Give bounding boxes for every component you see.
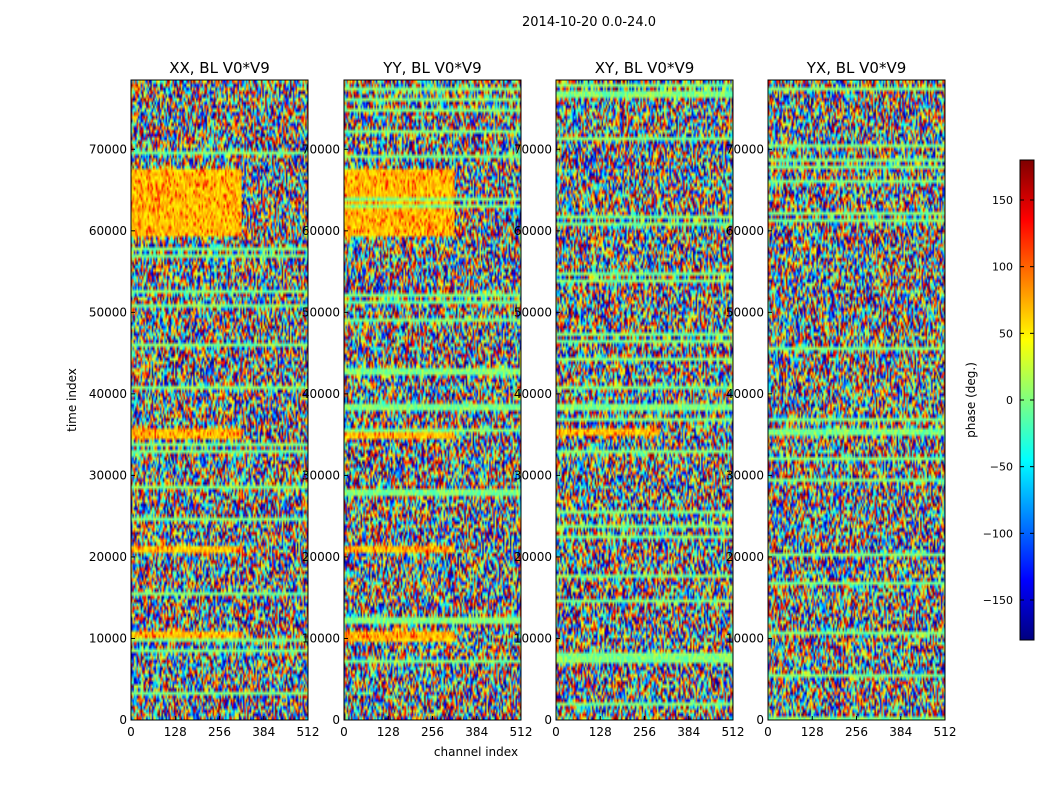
colorbar-label: phase (deg.) [964, 362, 978, 438]
colorbar: −150 −100 −50 0 50 100 150 phase (deg.) [964, 159, 1035, 641]
x-tick-label: 384 [889, 725, 912, 739]
x-tick-label: 512 [722, 725, 745, 739]
y-tick-label: 40000 [726, 387, 764, 401]
y-tick-label: 50000 [89, 305, 127, 319]
y-tick-label: 50000 [514, 305, 552, 319]
y-tick-label: 70000 [89, 142, 127, 156]
panel-3: XY, BL V0*V9 0 128 256 384 512 0 10000 20000 3000… [514, 59, 745, 739]
y-tick-label: 0 [119, 713, 127, 727]
x-axis-label: channel index [434, 745, 518, 759]
panel-2: YY, BL V0*V9 0 128 256 384 512 0 10000 20000 3000… [302, 59, 533, 739]
colorbar-ticks: −150 −100 −50 0 50 100 150 [983, 194, 1034, 607]
x-tick-label: 512 [297, 725, 320, 739]
y-tick-label: 10000 [89, 631, 127, 645]
panels: XX, BL V0*V9 0 128 256 384 512 0 10000 20000 3000… [89, 59, 957, 739]
colorbar-tick-label: 0 [1006, 394, 1013, 407]
phase-image [556, 80, 733, 720]
y-tick-label: 70000 [514, 142, 552, 156]
y-tick-label: 50000 [302, 305, 340, 319]
y-tick-label: 60000 [726, 224, 764, 238]
x-tick-label: 128 [801, 725, 824, 739]
y-tick-label: 30000 [514, 468, 552, 482]
figure-title: 2014-10-20 0.0-24.0 [522, 15, 656, 30]
y-tick-label: 60000 [89, 224, 127, 238]
panel-4: YX, BL V0*V9 0 128 256 384 512 0 10000 20000 3000… [726, 59, 957, 739]
panel-title: YX, BL V0*V9 [806, 59, 907, 77]
y-tick-label: 40000 [89, 387, 127, 401]
phase-image [131, 80, 308, 720]
panel-title: XX, BL V0*V9 [169, 59, 270, 77]
y-tick-label: 20000 [726, 550, 764, 564]
y-tick-label: 50000 [726, 305, 764, 319]
y-tick-label: 40000 [302, 387, 340, 401]
y-tick-label: 70000 [726, 142, 764, 156]
y-tick-label: 0 [332, 713, 340, 727]
x-tick-label: 512 [510, 725, 533, 739]
colorbar-tick-label: 100 [992, 261, 1013, 274]
y-tick-label: 10000 [726, 631, 764, 645]
colorbar-tick-label: 50 [999, 327, 1013, 340]
y-tick-label: 0 [544, 713, 552, 727]
y-tick-label: 10000 [302, 631, 340, 645]
colorbar-tick-label: −50 [990, 461, 1013, 474]
x-tick-label: 0 [127, 725, 135, 739]
colorbar-tick-label: −100 [983, 527, 1013, 540]
y-tick-label: 10000 [514, 631, 552, 645]
panel-title: YY, BL V0*V9 [382, 59, 481, 77]
x-tick-label: 384 [677, 725, 700, 739]
x-tick-label: 128 [377, 725, 400, 739]
panel-1: XX, BL V0*V9 0 128 256 384 512 0 10000 20000 3000… [89, 59, 320, 739]
x-tick-label: 128 [164, 725, 187, 739]
y-tick-label: 20000 [89, 550, 127, 564]
y-tick-label: 20000 [514, 550, 552, 564]
x-tick-label: 384 [465, 725, 488, 739]
x-tick-label: 512 [934, 725, 957, 739]
x-tick-label: 384 [252, 725, 275, 739]
y-tick-label: 60000 [302, 224, 340, 238]
x-tick-label: 256 [633, 725, 656, 739]
y-tick-label: 30000 [726, 468, 764, 482]
y-tick-label: 70000 [302, 142, 340, 156]
x-tick-label: 128 [589, 725, 612, 739]
panel-title: XY, BL V0*V9 [595, 59, 695, 77]
y-tick-label: 0 [756, 713, 764, 727]
phase-image [768, 80, 945, 720]
x-tick-label: 256 [208, 725, 231, 739]
y-tick-label: 30000 [302, 468, 340, 482]
y-tick-label: 60000 [514, 224, 552, 238]
y-axis-label: time index [65, 368, 79, 432]
x-tick-label: 256 [421, 725, 444, 739]
y-tick-label: 30000 [89, 468, 127, 482]
colorbar-tick-label: 150 [992, 194, 1013, 207]
x-tick-label: 256 [845, 725, 868, 739]
phase-image [344, 80, 521, 720]
x-tick-label: 0 [764, 725, 772, 739]
colorbar-tick-label: −150 [983, 594, 1013, 607]
y-tick-label: 40000 [514, 387, 552, 401]
x-tick-label: 0 [552, 725, 560, 739]
x-tick-label: 0 [340, 725, 348, 739]
y-tick-label: 20000 [302, 550, 340, 564]
